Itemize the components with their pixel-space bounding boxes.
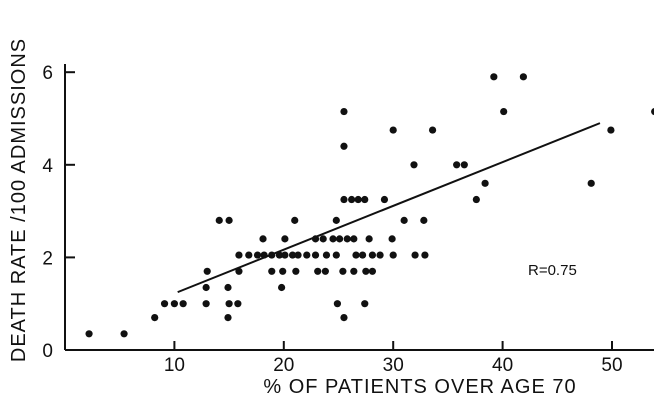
data-point [428,126,437,134]
data-point [519,73,527,81]
data-point [224,313,232,322]
data-point [411,251,419,259]
data-point [472,195,480,204]
data-point [292,267,300,275]
data-point [120,330,128,338]
correlation-annotation: R=0.75 [528,262,577,279]
data-point [335,235,344,243]
x-tick-label: 20 [273,355,294,376]
data-point [245,251,253,259]
data-point [350,267,358,275]
data-point [294,251,302,259]
data-point [279,267,287,275]
data-point [389,251,397,259]
data-point [303,251,311,259]
data-point [332,216,340,224]
data-point [278,283,286,292]
data-point [281,251,289,259]
data-point [460,161,468,169]
data-point [224,283,232,292]
data-point [376,251,384,259]
data-point [314,267,322,275]
data-point [322,251,331,259]
data-point [151,313,159,322]
data-point [400,216,408,224]
data-point [481,179,489,187]
data-point [268,267,276,275]
data-point [202,283,210,292]
data-point [319,235,327,243]
axes [64,64,654,351]
data-point [607,126,615,134]
y-axis-title: DEATH RATE /100 ADMISSIONS [8,38,30,362]
data-point [651,108,654,116]
data-point [354,195,362,204]
y-tick-label: 4 [42,156,53,177]
data-point [490,73,498,81]
data-point [234,300,242,308]
data-point [410,161,418,169]
data-point [500,107,508,116]
data-point [332,251,340,259]
data-point [291,216,299,224]
data-point [361,195,369,204]
data-point [340,313,348,322]
data-point [350,235,358,243]
data-point [343,235,351,243]
data-point [362,267,370,275]
data-point [215,216,223,224]
data-point [587,179,595,187]
data-point [361,300,369,308]
data-point [420,216,428,224]
x-tick-label: 30 [383,355,404,376]
data-point [358,251,367,259]
data-point [368,251,377,259]
data-point [339,267,347,275]
ticks: 0 2 4 6 10 20 30 40 50 [42,63,622,376]
data-point [288,251,297,259]
data-point [365,235,373,243]
x-tick-label: 40 [492,355,513,376]
data-point [170,300,178,308]
data-point [380,195,389,204]
x-tick-label: 10 [164,355,185,376]
data-point [348,195,356,204]
data-point [333,300,342,308]
data-point [388,235,396,243]
data-point [253,251,262,259]
x-tick-label: 50 [601,355,622,376]
data-point [275,251,284,259]
data-point [421,251,429,259]
x-axis-title: % OF PATIENTS OVER AGE 70 [263,376,576,398]
y-tick-label: 0 [42,341,53,362]
data-point [259,235,267,243]
data-point [453,161,461,169]
data-point [202,300,210,308]
data-point [329,235,337,243]
data-point [340,195,348,204]
data-point [340,142,348,150]
data-point [368,267,377,275]
data-point [160,300,169,308]
data-point [203,267,211,275]
y-tick-label: 2 [42,248,53,269]
data-point [235,267,243,275]
data-point [340,107,348,116]
regression-line-group [177,122,601,294]
data-points [85,73,654,338]
data-point [311,251,320,259]
data-point [225,216,233,224]
data-point [352,251,360,259]
regression-line [177,122,601,294]
data-point [389,126,397,134]
data-point [321,267,329,275]
data-point [225,300,233,308]
y-tick-label: 6 [42,63,53,84]
data-point [235,251,243,259]
data-point [179,300,187,308]
data-point [85,330,93,338]
data-point [281,235,289,243]
